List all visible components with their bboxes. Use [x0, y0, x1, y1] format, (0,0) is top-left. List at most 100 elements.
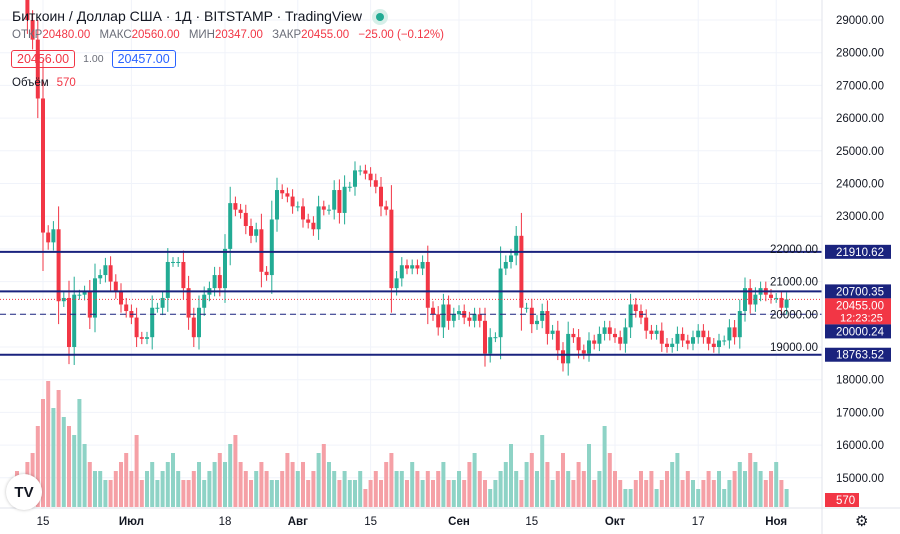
volume-bar	[98, 471, 103, 507]
volume-bar	[784, 489, 789, 507]
volume-bar	[628, 489, 633, 507]
candle-body	[93, 278, 97, 318]
candle-body	[373, 180, 378, 187]
volume-bar	[571, 480, 576, 507]
candle-body	[659, 330, 664, 344]
volume-bar	[332, 471, 337, 507]
volume-bar	[675, 453, 680, 507]
volume-bar	[171, 453, 175, 507]
time-tick-label: Авг	[288, 516, 308, 528]
candle-body	[347, 186, 352, 188]
time-tick-label: Сен	[448, 516, 470, 528]
volume-bar	[306, 480, 311, 507]
volume-bar	[285, 453, 290, 507]
volume-bar	[176, 471, 181, 507]
volume-bar	[685, 471, 690, 507]
volume-bar	[56, 390, 61, 507]
candle-body	[181, 261, 186, 289]
volume-bar	[82, 444, 87, 507]
volume-bar	[659, 480, 664, 507]
volume-bar	[483, 480, 487, 507]
candle-body	[670, 343, 675, 347]
time-tick-label: 17	[692, 516, 705, 528]
volume-bar	[394, 471, 399, 507]
low-value: 20347.00	[214, 29, 263, 41]
volume-bar	[670, 462, 675, 507]
price-tick-label: 15000.00	[836, 473, 884, 485]
candle-body	[394, 278, 399, 289]
volume-bar	[763, 480, 768, 507]
price-tick-label: 27000.00	[836, 80, 884, 92]
level-price-tag	[825, 244, 891, 259]
buy-button[interactable]: 20457.00	[111, 50, 176, 68]
candle-body	[457, 311, 461, 315]
candle-body	[254, 229, 259, 236]
candle-body	[72, 294, 77, 347]
candle-body	[774, 297, 779, 299]
volume-bar	[597, 471, 602, 507]
volume-bar	[155, 480, 160, 507]
volume-bar	[181, 480, 186, 507]
volume-bar	[295, 471, 300, 507]
volume-legend: Объём 570	[12, 77, 76, 89]
volume-bar	[358, 471, 363, 507]
volume-bar	[191, 471, 196, 507]
candle-body	[576, 337, 581, 351]
title-text: Биткоин / Доллар США · 1Д · BITSTAMP · T…	[12, 8, 362, 24]
settings-gear-icon[interactable]: ⚙	[855, 513, 869, 530]
close-value: 20455.00	[301, 29, 350, 41]
candle-body	[67, 297, 71, 347]
candle-body	[696, 330, 701, 338]
candle-body	[701, 330, 706, 338]
candle-body	[472, 314, 477, 321]
volume-bar	[503, 462, 508, 507]
symbol-title[interactable]: Биткоин / Доллар США · 1Д · BITSTAMP · T…	[12, 8, 384, 24]
volume-bar	[321, 444, 326, 507]
candle-body	[165, 261, 170, 298]
volume-bar	[150, 462, 155, 507]
volume-bar	[576, 462, 581, 507]
last-price-label: 20455.00	[836, 300, 884, 312]
volume-bar	[592, 480, 597, 507]
candle-body	[197, 307, 201, 338]
candle-body	[327, 209, 331, 211]
volume-bar	[467, 462, 472, 507]
level-price-tag	[825, 324, 891, 339]
candle-body	[285, 193, 290, 197]
sell-button[interactable]: 20456.00	[11, 50, 76, 68]
volume-bar	[415, 471, 420, 507]
last-price-tag	[825, 298, 891, 325]
candle-body	[363, 170, 368, 174]
volume-bar	[493, 480, 498, 507]
volume-bar	[639, 471, 643, 507]
candle-body	[124, 304, 129, 312]
candle-body	[467, 317, 472, 321]
candle-body	[769, 294, 773, 298]
volume-bar	[223, 462, 227, 507]
candle-body	[353, 170, 357, 187]
candle-body	[223, 248, 227, 289]
volume-bar	[457, 471, 461, 507]
price-tick-label: 21000.00	[770, 277, 818, 289]
volume-bar	[316, 453, 321, 507]
candle-body	[41, 98, 45, 233]
candle-body	[103, 265, 108, 276]
candle-body	[503, 261, 508, 269]
volume-bar	[379, 480, 383, 507]
volume-bar	[139, 480, 144, 507]
candle-body	[737, 311, 742, 338]
volume-bar	[509, 444, 513, 507]
volume-bar	[727, 480, 732, 507]
time-tick-label: Ноя	[765, 516, 787, 528]
tradingview-logo[interactable]: TV	[6, 474, 42, 510]
volume-bar	[108, 480, 113, 507]
candle-body	[264, 271, 269, 276]
level-price-tag	[825, 347, 891, 362]
volume-bar	[129, 471, 134, 507]
volume-bar	[280, 471, 285, 507]
volume-bar	[446, 480, 451, 507]
volume-bar	[477, 471, 482, 507]
candle-body	[306, 219, 311, 223]
volume-bar	[51, 408, 56, 507]
